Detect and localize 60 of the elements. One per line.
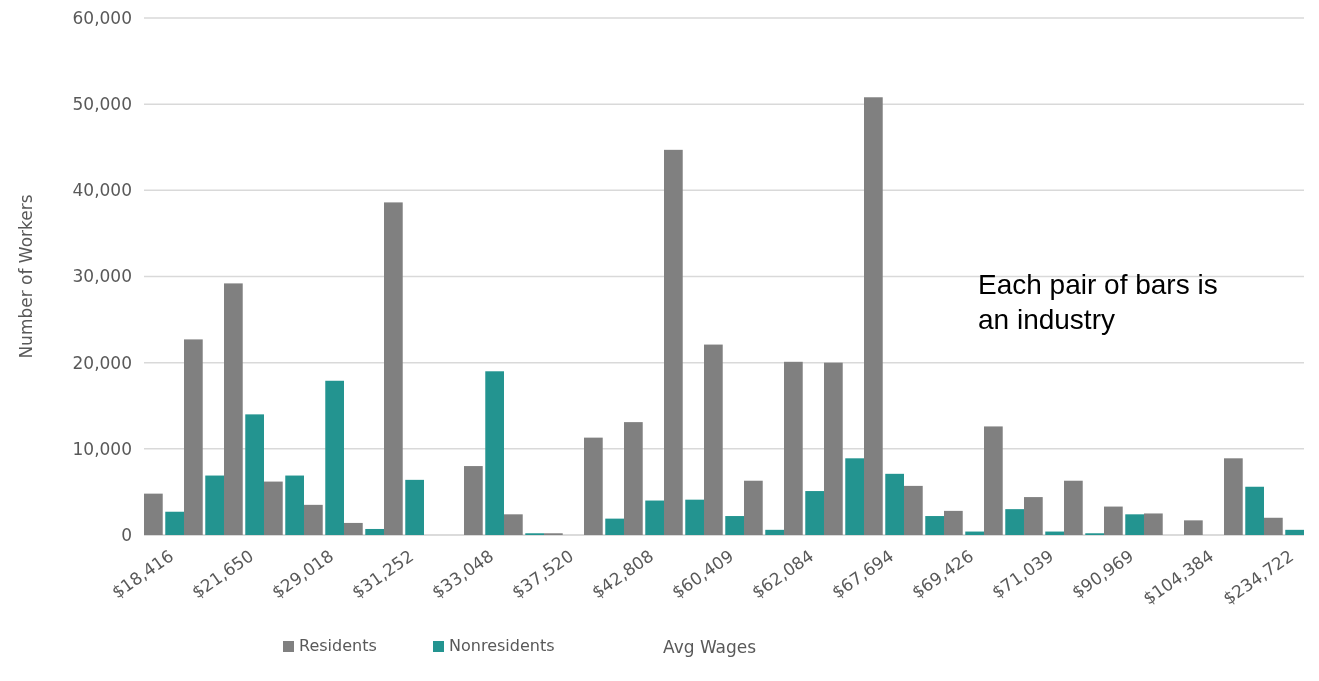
bar [245,414,264,535]
bar [584,437,603,535]
bar [744,480,763,535]
bar [1224,458,1243,535]
y-tick-label: 0 [121,524,132,545]
bar [605,518,624,535]
y-tick-label: 20,000 [72,352,132,373]
bar [184,339,203,535]
bar [1245,486,1264,535]
bar [365,528,384,535]
annotation: Each pair of bars is an industry [978,268,1218,335]
bar [805,491,824,535]
bar [664,149,683,535]
bar [1005,509,1024,535]
bar [645,500,664,535]
bar [165,511,184,535]
bar [1144,513,1163,535]
bar [1125,514,1144,535]
bar [925,516,944,535]
bar [1184,520,1203,535]
bar [325,380,344,535]
bar [264,481,283,535]
bar [285,475,304,535]
bar [1264,517,1283,535]
bar [224,283,243,535]
y-tick-label: 10,000 [72,438,132,459]
bar [984,426,1003,535]
bar [1285,529,1304,535]
y-tick-label: 60,000 [72,7,132,28]
bar [1024,497,1043,535]
bar [725,516,744,535]
y-tick-label: 40,000 [72,180,132,201]
legend-label: Residents [299,636,377,655]
bar [344,522,363,535]
bar [1064,480,1083,535]
bar [784,361,803,535]
bar [384,202,403,535]
x-axis-title: Avg Wages [663,637,757,657]
bar [944,510,963,535]
bar [845,458,864,535]
y-axis-title: Number of Workers [16,194,36,359]
bar [464,466,483,535]
bar [504,514,523,535]
bar [304,504,323,535]
bar [624,422,643,535]
bar [824,362,843,535]
bar [205,475,224,535]
bar [485,371,504,535]
bar [685,499,704,535]
y-tick-label: 50,000 [72,94,132,115]
legend-label: Nonresidents [449,636,555,655]
bar [885,473,904,535]
bar [864,97,883,535]
bar [144,493,163,535]
bar [765,529,784,535]
y-tick-label: 30,000 [72,266,132,287]
bar [704,344,723,535]
bar [904,485,923,535]
bar [1104,506,1123,535]
bar [405,479,424,535]
